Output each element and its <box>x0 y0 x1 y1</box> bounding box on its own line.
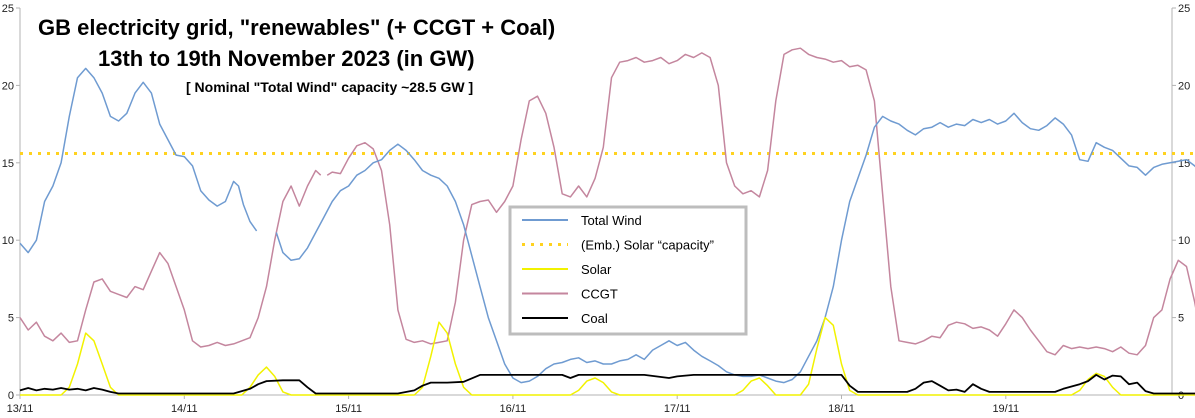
x-tick-label: 17/11 <box>664 403 691 415</box>
y-tick-label-right: 5 <box>1178 313 1184 325</box>
legend-box <box>508 205 748 336</box>
series-layer <box>19 47 1195 396</box>
x-tick-label: 14/11 <box>171 403 198 415</box>
series-line-solar <box>20 316 1195 396</box>
y-tick-label-left: 15 <box>2 158 14 170</box>
series-line-coal <box>19 374 1195 395</box>
x-tick-label: 15/11 <box>335 403 362 415</box>
legend-label-emb-solar-capacity: (Emb.) Solar “capacity” <box>581 238 714 253</box>
x-tick-label: 19/11 <box>992 403 1019 415</box>
y-ticks-left: 0 5 10 15 20 25 <box>2 3 20 402</box>
legend-label-solar: Solar <box>581 262 612 277</box>
x-tick-label: 18/11 <box>828 403 855 415</box>
x-tick-label: 16/11 <box>500 403 527 415</box>
y-tick-label-right: 25 <box>1178 3 1190 15</box>
y-tick-label-left: 20 <box>2 80 14 92</box>
y-tick-label-left: 5 <box>8 313 14 325</box>
y-tick-label-left: 0 <box>8 390 14 402</box>
x-ticks: 13/11 14/11 15/11 16/11 17/11 18/11 19/11 <box>7 395 1019 415</box>
y-tick-label-right: 10 <box>1178 235 1190 247</box>
series-line-total-wind <box>19 67 258 254</box>
titles: GB electricity grid, "renewables" (+ CCG… <box>38 15 555 95</box>
chart-note: [ Nominal "Total Wind" capacity ~28.5 GW… <box>186 79 473 95</box>
legend: Total Wind (Emb.) Solar “capacity” Solar CC… <box>508 205 748 336</box>
y-tick-label-left: 10 <box>2 235 14 247</box>
y-tick-label-right: 0 <box>1178 390 1184 402</box>
y-tick-label-right: 20 <box>1178 80 1190 92</box>
series-line-ccgt <box>326 47 1195 356</box>
legend-label-ccgt: CCGT <box>581 287 618 302</box>
x-tick-label: 13/11 <box>7 403 34 415</box>
chart-subtitle: 13th to 19th November 2023 (in GW) <box>98 46 475 71</box>
legend-items: Total Wind (Emb.) Solar “capacity” Solar CC… <box>522 213 714 326</box>
legend-label-total-wind: Total Wind <box>581 213 642 228</box>
y-tick-label-left: 25 <box>2 3 14 15</box>
series-line-ccgt <box>19 169 322 348</box>
legend-label-coal: Coal <box>581 311 608 326</box>
chart-title: GB electricity grid, "renewables" (+ CCG… <box>38 15 555 40</box>
